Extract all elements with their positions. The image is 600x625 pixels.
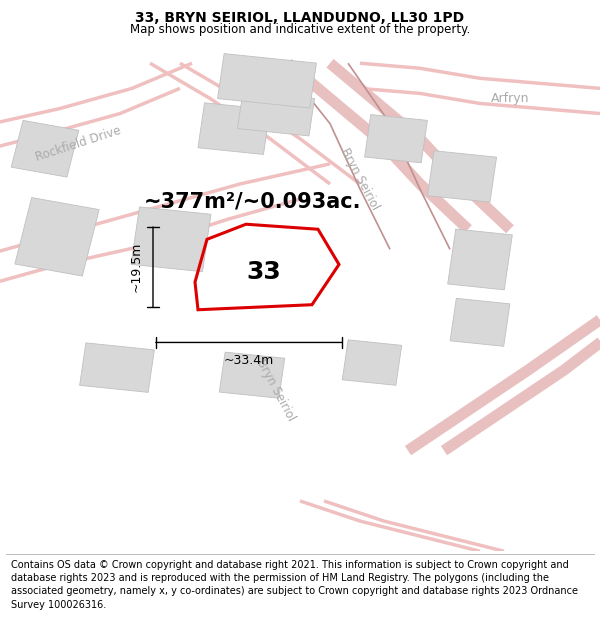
Polygon shape — [198, 102, 270, 154]
Text: Contains OS data © Crown copyright and database right 2021. This information is : Contains OS data © Crown copyright and d… — [11, 560, 578, 610]
Polygon shape — [427, 151, 497, 202]
Polygon shape — [365, 114, 427, 163]
Text: Map shows position and indicative extent of the property.: Map shows position and indicative extent… — [130, 23, 470, 36]
Text: Bryn Seiriol: Bryn Seiriol — [254, 357, 298, 423]
Text: 33: 33 — [247, 260, 281, 284]
Text: ~19.5m: ~19.5m — [129, 242, 142, 292]
Text: Arfryn: Arfryn — [491, 92, 529, 105]
Text: Bryn Seiriol: Bryn Seiriol — [338, 146, 382, 212]
Polygon shape — [131, 207, 211, 272]
Polygon shape — [238, 91, 314, 136]
Text: ~377m²/~0.093ac.: ~377m²/~0.093ac. — [143, 192, 361, 212]
Polygon shape — [342, 340, 402, 385]
Text: Rockfield Drive: Rockfield Drive — [34, 124, 122, 164]
Polygon shape — [11, 121, 79, 177]
Text: 33, BRYN SEIRIOL, LLANDUDNO, LL30 1PD: 33, BRYN SEIRIOL, LLANDUDNO, LL30 1PD — [136, 11, 464, 24]
Polygon shape — [219, 352, 285, 398]
Polygon shape — [80, 343, 154, 392]
Polygon shape — [448, 229, 512, 290]
Polygon shape — [218, 54, 316, 108]
Polygon shape — [15, 198, 99, 276]
Text: ~33.4m: ~33.4m — [224, 354, 274, 366]
Polygon shape — [450, 298, 510, 346]
